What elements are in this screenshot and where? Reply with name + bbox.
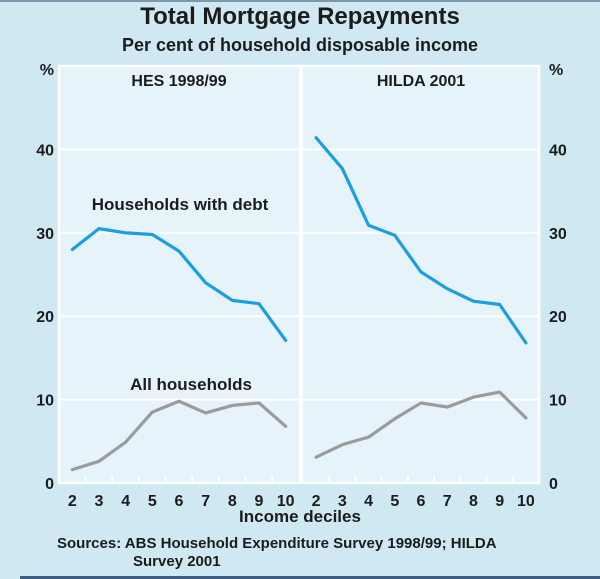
- x-tick-label: 2: [68, 493, 77, 510]
- sources-note-line1: Sources: ABS Household Expenditure Surve…: [57, 535, 497, 552]
- y-axis-label-right: 0: [549, 476, 558, 493]
- y-axis-unit-left: %: [40, 62, 54, 79]
- x-tick-label: 3: [338, 493, 347, 510]
- y-axis-label-right: 30: [549, 226, 567, 243]
- y-axis-label-left: 30: [36, 226, 54, 243]
- x-tick-label: 8: [469, 493, 478, 510]
- y-axis-label-left: 0: [45, 476, 54, 493]
- line-households-with-debt-panel2: [314, 136, 528, 345]
- top-rule: [0, 0, 600, 2]
- x-tick-label: 10: [277, 493, 295, 510]
- x-tick-label: 5: [390, 493, 399, 510]
- plot-frame: [57, 64, 541, 485]
- sources-note-line2: Survey 2001: [133, 553, 221, 570]
- x-tick-label: 6: [417, 493, 426, 510]
- y-axis-label-left: 40: [36, 142, 54, 159]
- panel-title-hes: HES 1998/99: [131, 73, 226, 90]
- series-label-all-households: All households: [130, 375, 252, 394]
- line-all-households-panel1: [70, 399, 288, 472]
- x-axis-title: Income deciles: [239, 507, 361, 526]
- y-axis-label-right: 20: [549, 309, 567, 326]
- line-households-with-debt-panel1: [70, 227, 288, 342]
- chart-subtitle: Per cent of household disposable income: [121, 35, 479, 55]
- x-tick-label: 6: [175, 493, 184, 510]
- panel-divider: [299, 66, 303, 483]
- x-tick-label: 10: [517, 493, 535, 510]
- panel-title-hilda: HILDA 2001: [377, 73, 465, 90]
- x-tick-label: 9: [495, 493, 504, 510]
- x-tick-label: 7: [443, 493, 452, 510]
- x-tick-label: 5: [148, 493, 157, 510]
- line-all-households-panel2: [314, 390, 528, 459]
- x-tick-label: 4: [364, 493, 373, 510]
- chart-title: Total Mortgage Repayments: [140, 3, 460, 30]
- y-axis-label-left: 20: [36, 309, 54, 326]
- x-tick-label: 8: [228, 493, 237, 510]
- x-tick-label: 3: [95, 493, 104, 510]
- y-axis-label-right: 40: [549, 142, 567, 159]
- series-label-households-with-debt: Households with debt: [92, 195, 269, 214]
- y-axis-label-left: 10: [36, 393, 54, 410]
- bottom-rule: [20, 576, 600, 579]
- y-axis-label-right: 10: [549, 393, 567, 410]
- x-tick-label: 7: [201, 493, 210, 510]
- x-tick-label: 9: [255, 493, 264, 510]
- x-tick-label: 2: [312, 493, 321, 510]
- x-tick-label: 4: [121, 493, 130, 510]
- y-axis-unit-right: %: [549, 62, 563, 79]
